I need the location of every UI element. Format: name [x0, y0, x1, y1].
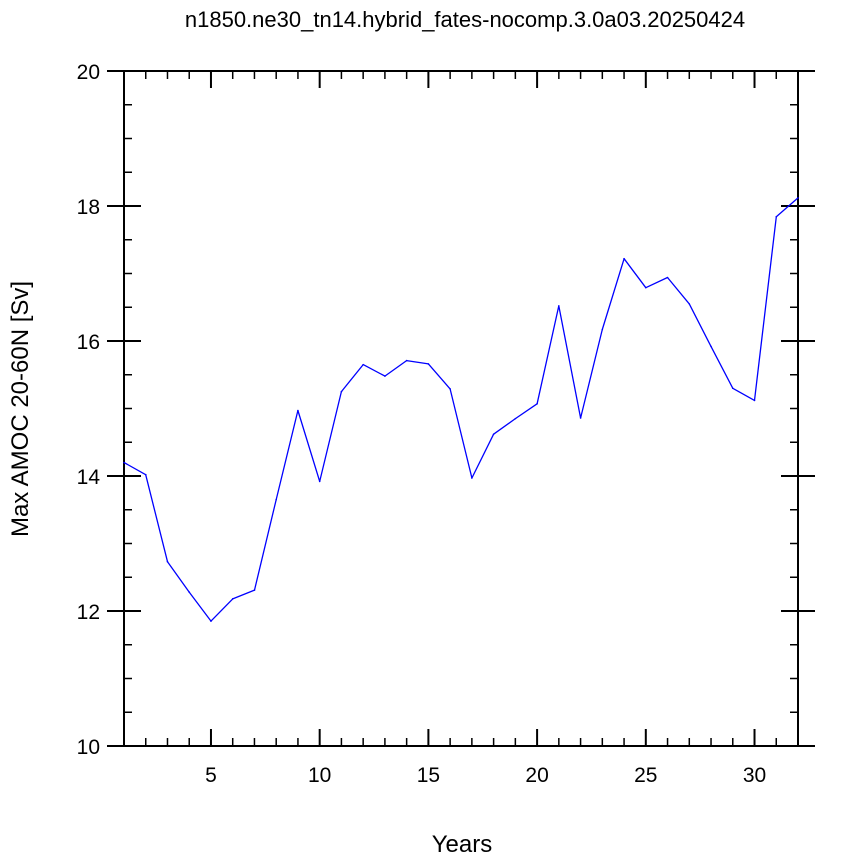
y-tick-label: 16 [77, 331, 100, 354]
data-point [123, 461, 125, 464]
data-point [253, 589, 256, 591]
data-point [797, 197, 799, 199]
data-point [710, 345, 712, 348]
data-point [666, 276, 669, 279]
data-point [579, 417, 582, 419]
x-axis-title: Years [432, 831, 493, 858]
plot-frame [123, 70, 799, 747]
data-point [753, 399, 756, 402]
plot-area [123, 70, 799, 747]
data-point [362, 363, 364, 366]
data-point [405, 359, 408, 362]
x-tick-label: 10 [308, 764, 331, 787]
chart-title: n1850.ne30_tn14.hybrid_fates-nocomp.3.0a… [185, 7, 745, 32]
data-point [492, 433, 495, 435]
data-point [731, 387, 734, 390]
y-tick-label: 20 [77, 61, 100, 84]
data-point [558, 305, 560, 307]
data-point [449, 388, 451, 390]
data-point [166, 560, 169, 563]
data-point [275, 498, 277, 501]
data-point [188, 591, 191, 593]
data-point [144, 473, 147, 476]
y-tick-label: 18 [77, 196, 100, 219]
x-tick-label: 5 [205, 764, 217, 787]
data-point [318, 480, 321, 483]
x-tick-label: 30 [743, 764, 766, 787]
data-point [427, 363, 430, 365]
x-axis: 5 10 15 20 25 30 [123, 71, 799, 787]
data-point [340, 390, 343, 393]
data-point [384, 375, 386, 377]
data-point [601, 328, 604, 331]
data-point [623, 257, 625, 260]
data-point [297, 409, 299, 412]
series-line [123, 197, 799, 622]
y-axis: 10 12 14 16 18 20 [77, 61, 815, 759]
data-point [645, 286, 647, 289]
data-point [775, 216, 778, 218]
data-point [536, 402, 538, 405]
data-point [514, 417, 517, 420]
y-tick-label: 12 [77, 601, 100, 624]
data-point [471, 477, 473, 479]
data-point [688, 303, 691, 305]
data-point [231, 598, 234, 600]
data-point [210, 620, 212, 622]
data-series [123, 197, 799, 622]
x-tick-label: 15 [417, 764, 440, 787]
x-tick-label: 25 [634, 764, 657, 787]
y-tick-label: 14 [77, 466, 101, 489]
y-tick-label: 10 [77, 736, 100, 759]
x-tick-label: 20 [525, 764, 548, 787]
y-axis-title: Max AMOC 20-60N [Sv] [7, 281, 34, 537]
